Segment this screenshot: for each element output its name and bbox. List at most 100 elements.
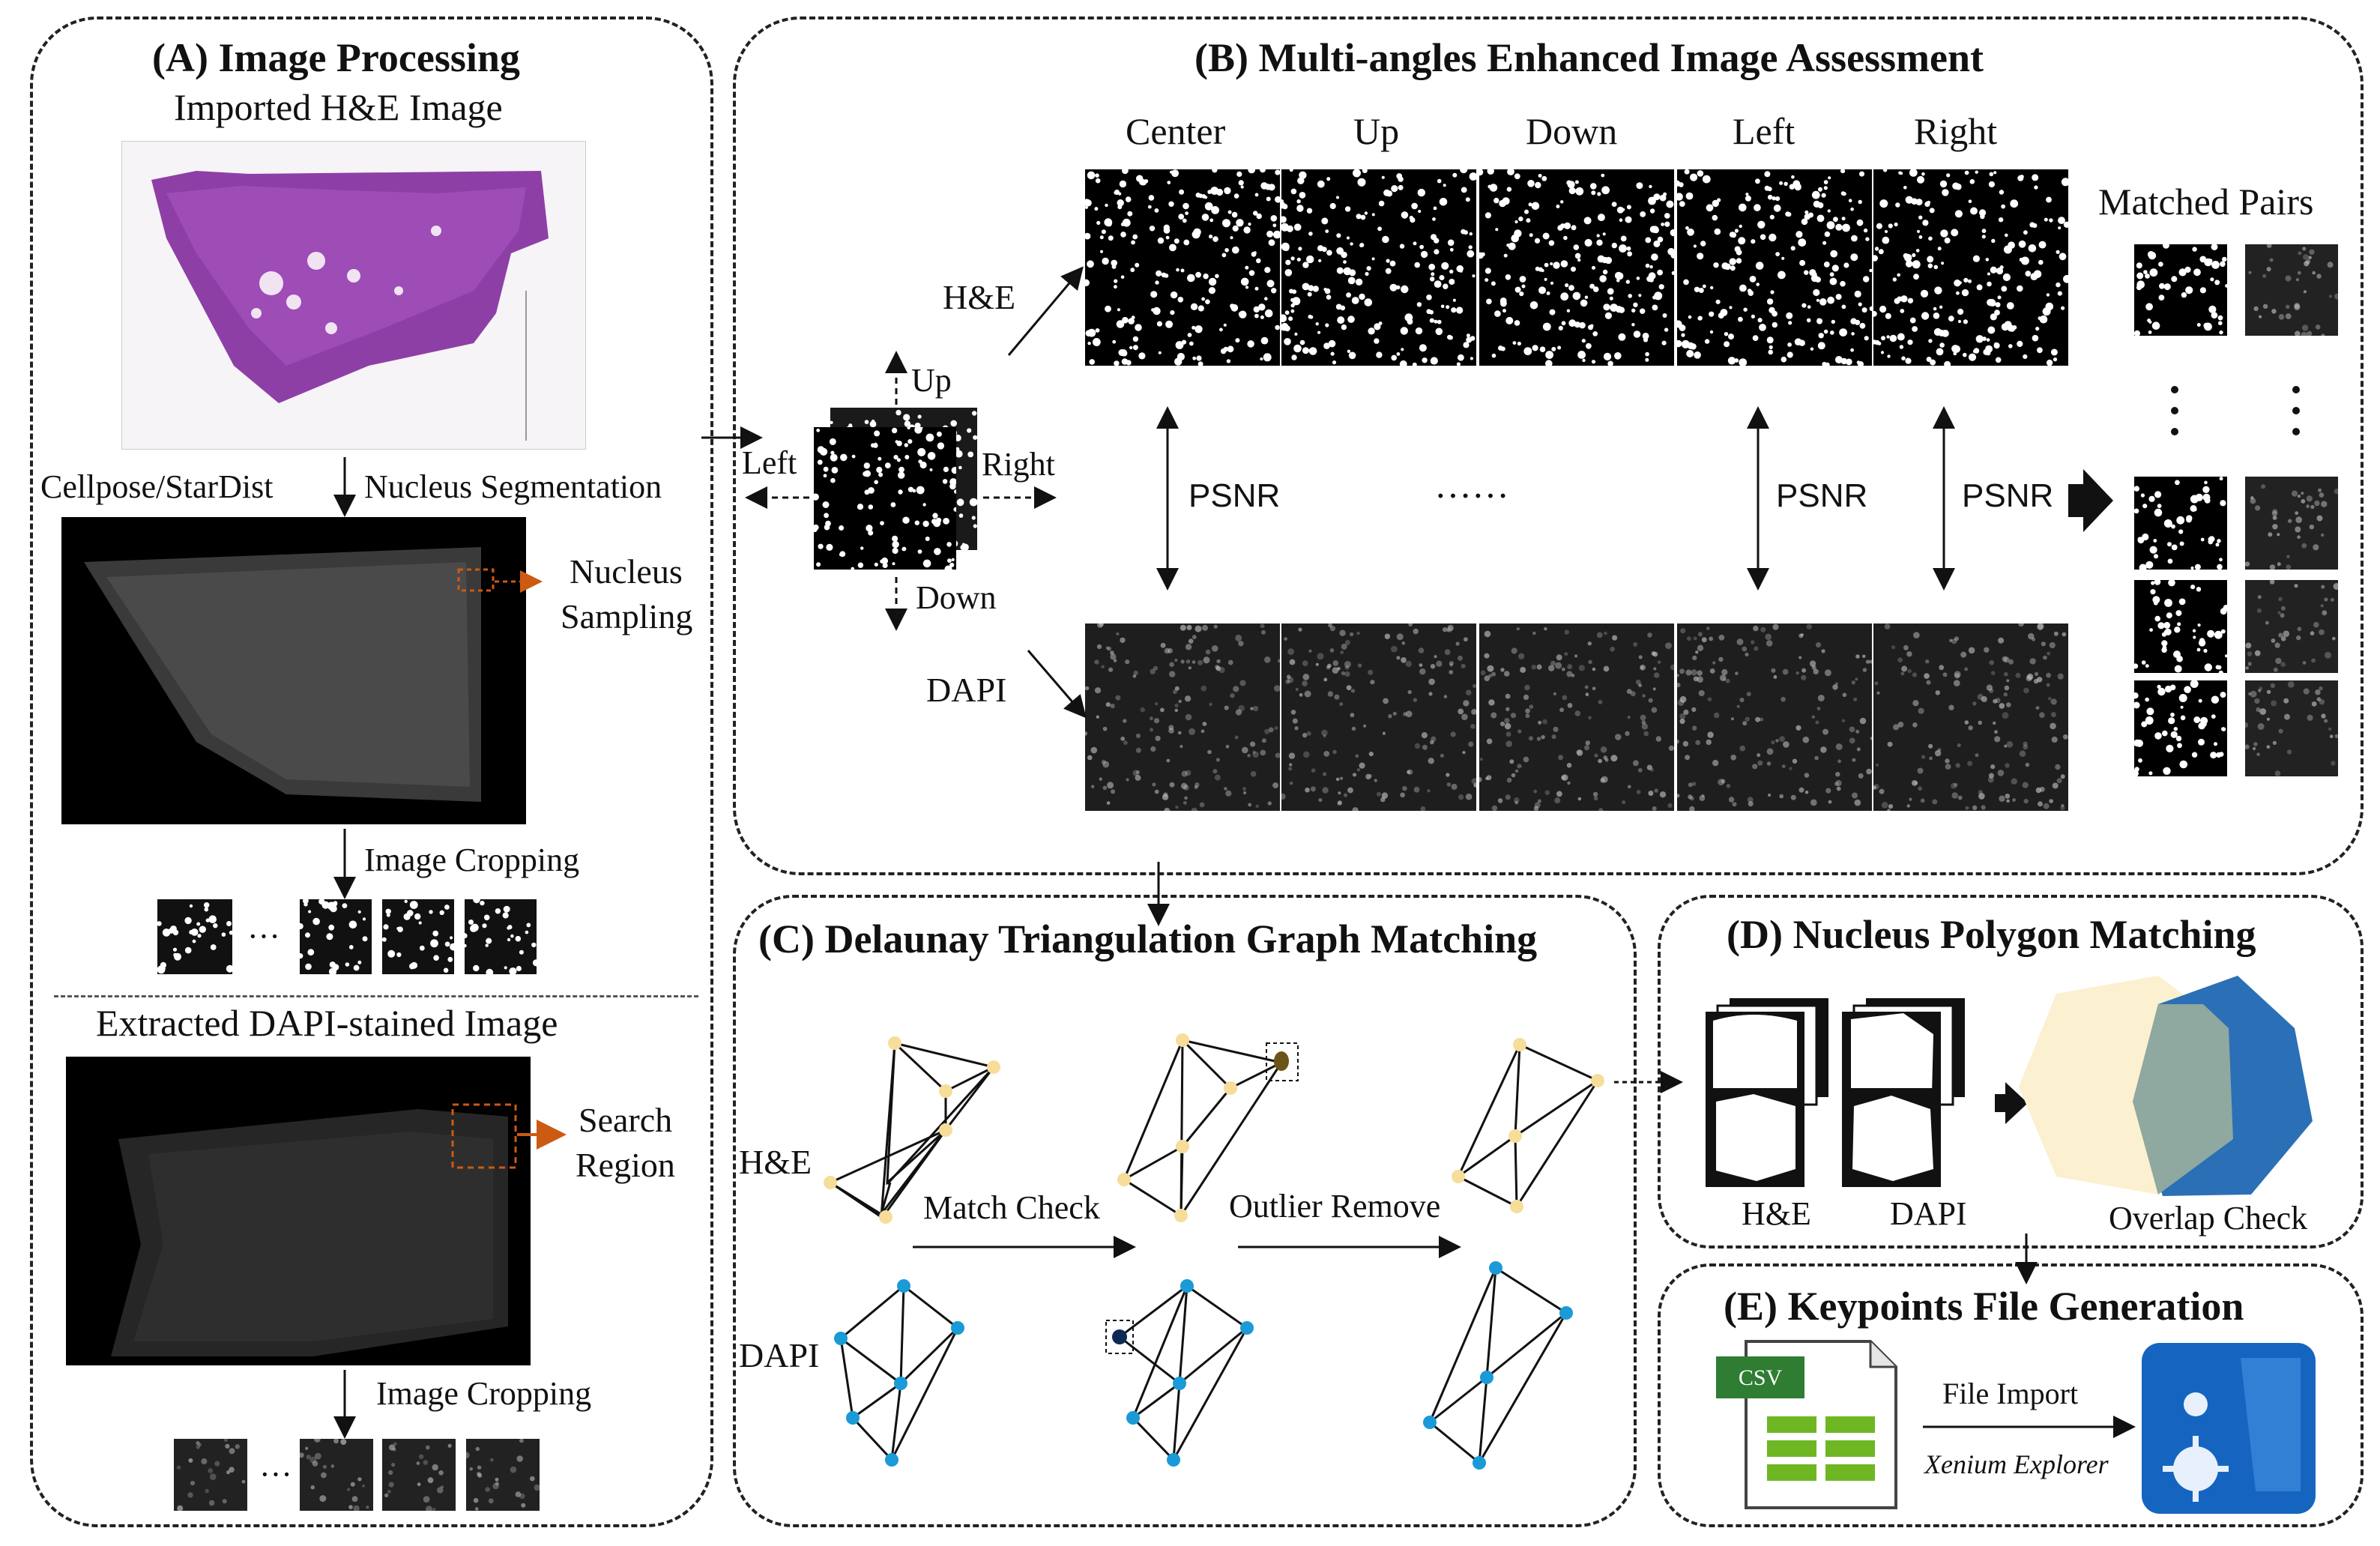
panel-c-row-dapi: DAPI xyxy=(739,1336,820,1374)
he-tile-right xyxy=(1873,169,2068,366)
nucleus-sampling-label-1: Nucleus xyxy=(570,552,683,591)
panel-e-title: (E) Keypoints File Generation xyxy=(1724,1284,2244,1329)
dapi-crop-tile-2 xyxy=(300,1439,373,1511)
panel-c-row-he: H&E xyxy=(739,1143,812,1181)
nucleus-sample-box xyxy=(457,568,495,592)
he-graph-2-nodes xyxy=(1117,1033,1237,1222)
he-crop-tile-1 xyxy=(157,899,232,974)
nucleus-texture xyxy=(465,899,537,974)
matched-he-tile-3 xyxy=(2134,580,2227,673)
dapi-image xyxy=(66,1057,531,1365)
matched-dapi-tile-2 xyxy=(2245,477,2338,570)
dapi-outlier-node xyxy=(1112,1329,1127,1344)
panel-d-polygon-matching xyxy=(1658,895,2364,1248)
search-region-label-2: Region xyxy=(576,1146,675,1184)
panel-a-divider xyxy=(54,995,698,997)
dapi-tile-up xyxy=(1281,623,1476,811)
search-region-box xyxy=(451,1103,517,1169)
direction-up-label: Up xyxy=(911,362,952,399)
panel-c-delaunay-matching xyxy=(733,895,1637,1527)
panel-b-title: (B) Multi-angles Enhanced Image Assessme… xyxy=(1194,35,1984,80)
he-tile-down xyxy=(1479,169,1674,366)
nucleus-texture xyxy=(466,1439,540,1511)
dapi-tile-right xyxy=(1873,623,2068,811)
dapi-outlier-box xyxy=(1105,1320,1134,1354)
dapi-tile-center xyxy=(1085,623,1280,811)
block-arrow-matched xyxy=(2068,469,2113,532)
he-crop-tile-3 xyxy=(382,899,454,974)
dapi-graph-1 xyxy=(839,1284,959,1461)
he-crop-tile-2 xyxy=(300,899,372,974)
imported-he-label: Imported H&E Image xyxy=(174,86,503,128)
row-dapi-label: DAPI xyxy=(926,671,1007,709)
nucleus-texture xyxy=(176,1439,246,1511)
nucleus-texture xyxy=(1873,169,2068,366)
match-check-label: Match Check xyxy=(923,1189,1100,1226)
outlier-remove-label: Outlier Remove xyxy=(1229,1188,1441,1225)
nucleus-texture xyxy=(2245,580,2338,672)
nucleus-texture xyxy=(2134,477,2226,570)
block-arrow-polygon xyxy=(1995,1082,2028,1124)
he-tissue-image xyxy=(121,141,586,450)
image-cropping-label-1: Image Cropping xyxy=(364,842,580,878)
overlap-check-label: Overlap Check xyxy=(2109,1200,2308,1237)
panel-a-image-processing xyxy=(30,16,713,1527)
he-graph-3 xyxy=(1457,1043,1599,1208)
panel-b-multi-angle-assessment xyxy=(733,16,2364,875)
panel-a-title: (A) Image Processing xyxy=(152,35,520,80)
nucleus-texture xyxy=(157,902,232,974)
nucleus-texture xyxy=(2248,244,2338,336)
matched-dapi-tile-4 xyxy=(2245,680,2338,776)
nucleus-texture xyxy=(814,427,956,570)
csv-label: CSV xyxy=(1739,1365,1783,1390)
dapi-image-title: Extracted DAPI-stained Image xyxy=(96,1002,558,1044)
nucleus-texture xyxy=(2134,580,2227,673)
nucleus-texture xyxy=(300,1439,369,1511)
nucleus-texture xyxy=(1479,169,1674,366)
crop-ellipsis-2: ··· xyxy=(259,1456,292,1493)
dapi-graph-2-nodes xyxy=(1126,1279,1254,1467)
nucleus-texture xyxy=(1085,623,1280,811)
dapi-graph-2 xyxy=(1119,1284,1248,1461)
nucleus-texture xyxy=(1085,169,1280,366)
csv-file-icon xyxy=(1716,1340,1897,1509)
overlap-polygon-intersection xyxy=(2133,1004,2233,1195)
xenium-explorer-label: Xenium Explorer xyxy=(1924,1449,2109,1479)
shift-tile-front xyxy=(814,427,956,570)
he-tile-left xyxy=(1677,169,1872,366)
column-right: Right xyxy=(1914,110,1998,152)
matched-dapi-tile-3 xyxy=(2245,580,2338,673)
dapi-tile-left xyxy=(1677,623,1872,811)
he-outlier-node xyxy=(1274,1051,1289,1071)
polygon-dapi-label: DAPI xyxy=(1890,1195,1967,1232)
direction-right-label: Right xyxy=(982,446,1055,483)
arrow-to-he-row xyxy=(1007,266,1084,356)
nucleus-texture xyxy=(384,1442,452,1511)
psnr-dots: ······ xyxy=(1434,474,1509,516)
psnr-label-left: PSNR xyxy=(1776,477,1868,514)
panel-d-title: (D) Nucleus Polygon Matching xyxy=(1727,912,2256,957)
matched-he-tile-4 xyxy=(2134,680,2227,776)
nucleus-texture xyxy=(1281,623,1476,811)
nucleus-texture xyxy=(2245,484,2338,570)
row-he-label: H&E xyxy=(943,278,1016,316)
segmented-nuclei-image xyxy=(61,517,526,824)
he-graph-1-nodes xyxy=(824,1036,1000,1224)
nucleus-texture xyxy=(1677,623,1872,811)
nucleus-texture xyxy=(1873,623,2068,811)
nucleus-texture xyxy=(300,899,368,974)
nucleus-texture xyxy=(2245,681,2338,776)
nucleus-texture xyxy=(1281,169,1476,366)
arrow-to-dapi-row xyxy=(1027,650,1087,719)
crop-ellipsis-1: ··· xyxy=(247,918,280,955)
dapi-tile-down xyxy=(1479,623,1674,811)
image-cropping-label-2: Image Cropping xyxy=(376,1375,592,1412)
dapi-graph-3 xyxy=(1428,1266,1568,1464)
he-graph-1 xyxy=(830,1040,997,1219)
nucleus-texture xyxy=(382,899,454,973)
polygon-he-label: H&E xyxy=(1742,1195,1811,1232)
matched-he-tile-1 xyxy=(2134,244,2227,336)
he-tile-center xyxy=(1085,169,1280,366)
nucleus-texture xyxy=(1479,626,1674,811)
matched-pairs-title: Matched Pairs xyxy=(2098,181,2314,223)
